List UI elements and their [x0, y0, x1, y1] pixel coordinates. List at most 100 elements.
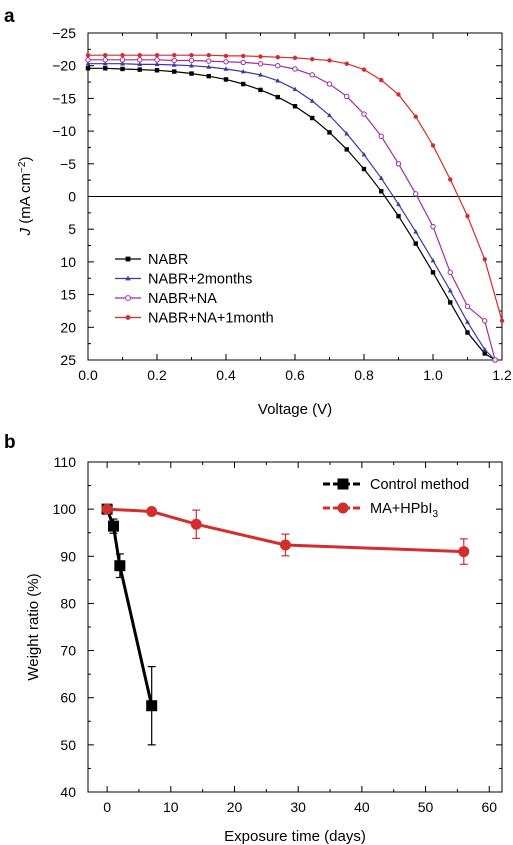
data-point	[327, 130, 332, 135]
data-point	[241, 81, 246, 87]
x-tick-label-b: 40	[354, 799, 370, 815]
data-point	[344, 61, 349, 66]
y-tick-label-a: 25	[60, 352, 76, 368]
x-tick-label-a: 1.0	[423, 367, 443, 383]
data-point	[107, 520, 119, 532]
data-point	[114, 560, 126, 572]
y-tick-label-b: 100	[53, 501, 77, 517]
data-point	[309, 98, 315, 103]
data-point	[344, 93, 350, 100]
series-a-3	[85, 53, 505, 323]
data-point	[120, 53, 125, 58]
y-tick-label-a: −20	[52, 58, 76, 74]
data-point	[310, 115, 315, 121]
y-tick-label-a: −10	[52, 123, 76, 139]
legend-label: NABR+2months	[148, 272, 252, 288]
data-point	[275, 54, 280, 60]
legend-label: MA+HPbI3	[370, 501, 438, 520]
data-point	[344, 147, 349, 152]
x-tick-label-b: 10	[163, 799, 179, 815]
data-point	[492, 357, 498, 363]
data-point	[85, 53, 91, 58]
data-point	[430, 257, 436, 263]
data-point	[137, 57, 143, 63]
y-tick-label-b: 40	[60, 784, 76, 800]
data-point	[190, 518, 202, 530]
data-point	[85, 61, 91, 66]
y-tick-label-a: 5	[68, 221, 76, 237]
data-point	[171, 57, 177, 64]
y-tick-label-a: −5	[60, 156, 76, 172]
data-point	[241, 53, 246, 59]
data-point	[361, 152, 367, 157]
legend-label-subscript: 3	[432, 509, 438, 520]
data-point	[344, 131, 350, 136]
panel-b: 0 10 20 30 40 50 60 40 50 60 70 80 90 100 110 Exposure…	[25, 454, 503, 845]
y-tick-label-a: 20	[60, 319, 76, 335]
data-point	[206, 64, 212, 69]
data-point	[103, 66, 108, 71]
legend-label: Control method	[370, 477, 469, 493]
data-point	[137, 53, 142, 58]
data-point	[258, 54, 263, 59]
data-point	[240, 68, 246, 74]
data-point	[448, 177, 453, 182]
data-point	[396, 92, 401, 97]
data-point	[154, 68, 160, 73]
data-point	[465, 330, 470, 335]
x-tick-label-b: 20	[227, 799, 243, 815]
data-point	[172, 53, 177, 58]
y-axis-label-a-symbol: J	[17, 227, 34, 236]
data-point	[326, 81, 333, 87]
y-axis-label-a-exponent: −2	[17, 161, 28, 173]
legend-label: NABR+NA	[148, 291, 217, 307]
data-point	[223, 77, 229, 82]
data-point	[378, 133, 384, 140]
data-point	[413, 229, 419, 234]
y-tick-label-a: −15	[52, 90, 76, 106]
data-point	[482, 257, 487, 262]
series-a-1	[85, 61, 498, 362]
data-point	[119, 57, 126, 63]
data-point	[279, 539, 291, 551]
data-point	[240, 59, 246, 66]
y-tick-label-b: 50	[60, 737, 76, 753]
data-point	[310, 56, 315, 62]
data-point	[275, 94, 280, 100]
data-point	[137, 67, 142, 72]
data-point	[146, 700, 158, 712]
data-point	[482, 346, 488, 352]
data-point	[413, 241, 418, 246]
legend-marker	[125, 256, 131, 262]
x-tick-label-b: 0	[103, 799, 111, 815]
data-point	[379, 189, 384, 194]
data-point	[206, 58, 212, 64]
x-tick-label-a: 0.6	[285, 367, 305, 383]
series-b-0	[101, 503, 158, 746]
panel-a: 0.0 0.2 0.4 0.6 0.8 1.0 1.2 −25 −20 −15 −10 −5 0 5 10 1…	[17, 25, 512, 418]
x-axis-label-b: Exposure time (days)	[224, 828, 366, 845]
panel-label-b: b	[4, 432, 16, 453]
data-point	[146, 506, 158, 517]
data-point	[465, 213, 470, 219]
data-point	[430, 143, 436, 148]
legend-marker	[337, 502, 349, 514]
data-point	[379, 77, 384, 83]
data-point	[447, 269, 453, 276]
y-tick-label-a: 0	[68, 189, 76, 205]
data-point	[172, 69, 177, 74]
x-tick-label-a: 0.2	[147, 367, 167, 383]
data-point	[101, 503, 113, 515]
data-point	[327, 58, 332, 63]
series-b-1	[101, 503, 470, 565]
x-axis-label-a: Voltage (V)	[258, 401, 332, 418]
data-point	[257, 61, 264, 67]
y-tick-label-a: 15	[60, 287, 76, 303]
data-point	[171, 62, 177, 67]
data-point	[154, 57, 160, 63]
x-tick-label-b: 60	[481, 799, 497, 815]
data-point	[482, 351, 487, 356]
data-point	[223, 59, 229, 65]
data-point	[154, 53, 160, 58]
legend-marker	[125, 295, 131, 301]
